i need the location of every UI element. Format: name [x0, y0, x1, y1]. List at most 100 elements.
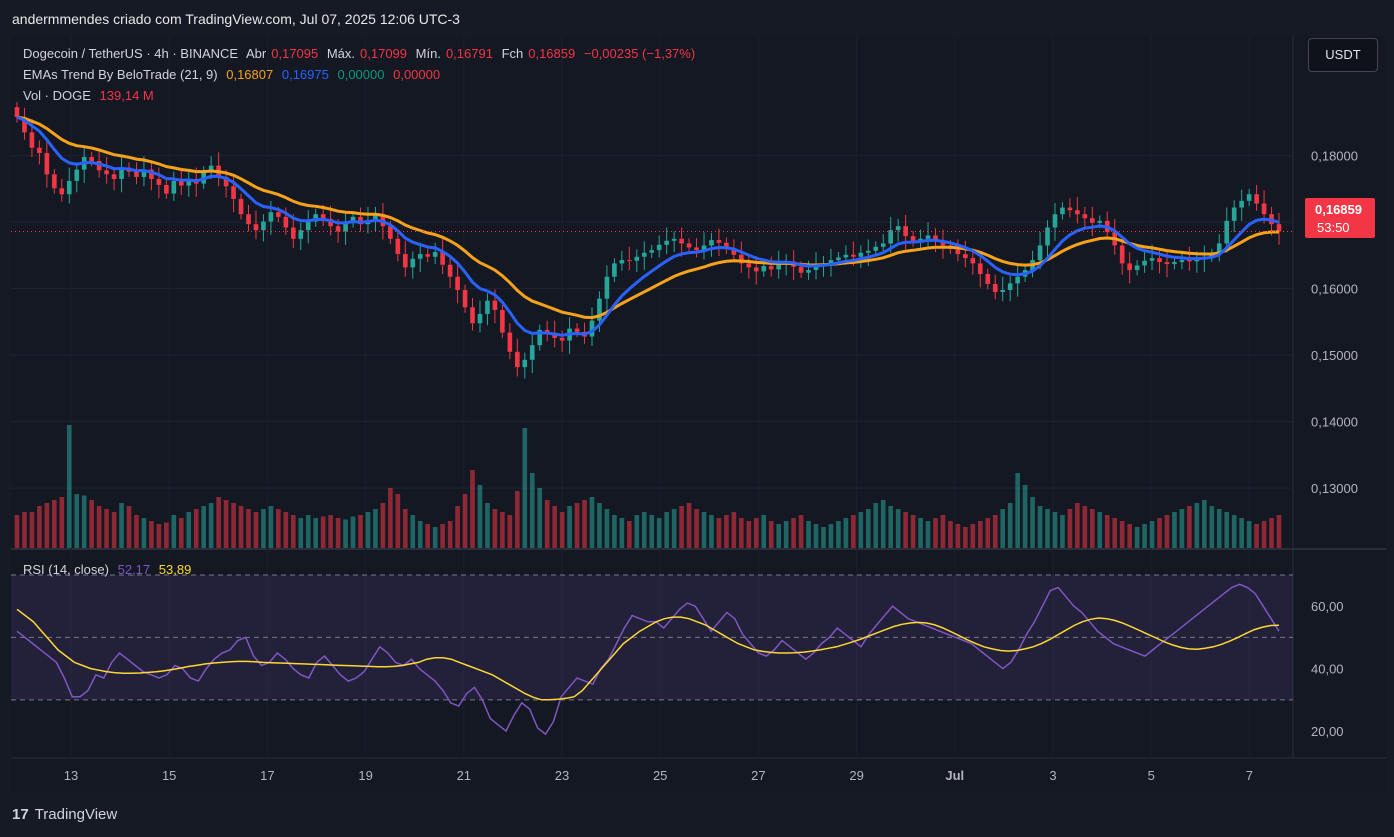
volume-bar	[1030, 497, 1035, 548]
volume-bar	[903, 512, 908, 548]
volume-bar	[612, 515, 617, 548]
volume-bar	[567, 506, 572, 548]
candle-body	[664, 240, 669, 245]
candle-body	[522, 359, 528, 368]
candle-body	[492, 300, 498, 310]
price-tick-label: 0,16000	[1311, 282, 1358, 297]
candle-body	[500, 309, 505, 333]
candle-body	[1075, 210, 1080, 215]
volume-bar	[276, 509, 281, 548]
volume-bar	[470, 470, 475, 548]
rsi-line	[16, 583, 1280, 736]
volume-bar	[1112, 518, 1118, 548]
candle-body	[679, 238, 684, 244]
candle-body	[597, 298, 602, 321]
candle-body	[477, 313, 483, 324]
rsi-tick-label: 20,00	[1311, 724, 1344, 739]
candle-body	[59, 188, 65, 195]
volume-bar	[925, 521, 931, 548]
candle-body	[1216, 243, 1222, 255]
candle-body	[1164, 262, 1170, 265]
volume-bar	[634, 515, 640, 548]
volume-bar	[880, 500, 886, 548]
candle-body	[843, 254, 849, 258]
candle-body	[656, 244, 662, 251]
volume-bar	[1149, 521, 1155, 548]
candle-body	[1015, 276, 1020, 284]
chart-canvas[interactable]: 0,180000,170000,160000,150000,140000,130…	[11, 36, 1386, 792]
ema-value-1: 0,16807	[226, 67, 274, 82]
candle-body	[14, 107, 20, 118]
ema-indicator-label[interactable]: EMAs Trend By BeloTrade (21, 9)	[23, 67, 218, 82]
time-tick-label: 25	[653, 768, 667, 783]
volume-bar	[1276, 515, 1282, 548]
volume-bar	[328, 515, 333, 548]
volume-bar	[724, 515, 729, 548]
candle-body	[425, 254, 431, 257]
footer-brand[interactable]: 17 TradingView	[12, 806, 117, 823]
candle-body	[627, 260, 632, 262]
candle-body	[1261, 203, 1267, 215]
candle-body	[22, 117, 27, 133]
candle-body	[111, 174, 117, 179]
currency-button[interactable]: USDT	[1308, 38, 1378, 72]
volume-bar	[806, 521, 811, 548]
candle-body	[238, 198, 244, 215]
candle-body	[701, 245, 707, 251]
candle-body	[694, 247, 699, 251]
time-tick-label: 23	[555, 768, 569, 783]
rsi-indicator-label[interactable]: RSI (14, close)	[23, 562, 109, 577]
candle-body	[417, 254, 423, 259]
candle-body	[52, 174, 57, 189]
candle-body	[171, 180, 177, 194]
volume-bar	[104, 509, 109, 548]
volume-bar	[895, 509, 901, 548]
volume-bar	[1127, 524, 1132, 548]
volume-bar	[753, 518, 759, 548]
price-tick-label: 0,13000	[1311, 481, 1358, 496]
volume-bar	[223, 500, 229, 548]
volume-indicator-label[interactable]: Vol · DOGE	[23, 88, 91, 103]
volume-bar	[1172, 512, 1177, 548]
volume-bar	[29, 512, 35, 548]
volume-bar	[559, 512, 565, 548]
candle-body	[208, 165, 214, 172]
candle-body	[1142, 260, 1147, 266]
time-tick-label: 5	[1148, 768, 1155, 783]
candle-body	[865, 250, 871, 253]
candle-body	[410, 258, 416, 268]
rsi-tick-label: 40,00	[1311, 662, 1344, 677]
volume-bar	[1157, 518, 1162, 548]
ema-value-3: 0,00000	[337, 67, 385, 82]
candle-body	[671, 238, 677, 241]
candle-body	[343, 222, 348, 232]
candle-body	[447, 264, 453, 277]
volume-bar	[22, 512, 27, 548]
candle-body	[1060, 207, 1065, 215]
volume-bar	[694, 509, 699, 548]
volume-bar	[798, 515, 804, 548]
time-tick-label: Jul	[945, 768, 964, 783]
candle-body	[373, 214, 378, 221]
volume-bar	[156, 524, 162, 548]
rsi-tick-label: 60,00	[1311, 599, 1344, 614]
symbol-title[interactable]: Dogecoin / TetherUS · 4h · BINANCE	[23, 46, 239, 61]
candle-body	[1179, 260, 1185, 263]
volume-bar	[425, 524, 431, 548]
candle-body	[231, 186, 236, 199]
time-tick-label: 19	[358, 768, 372, 783]
volume-bar	[1082, 506, 1088, 548]
volume-bar	[66, 425, 72, 548]
volume-bar	[313, 518, 319, 548]
close-value: 0,16859	[528, 46, 576, 61]
candle-body	[253, 224, 259, 231]
candle-body	[96, 161, 102, 171]
chart-frame[interactable]: 0,180000,170000,160000,150000,140000,130…	[11, 36, 1386, 792]
rsi-legend: RSI (14, close) 52,17 53,89	[23, 562, 196, 577]
candle-body	[970, 258, 976, 264]
attribution-text: andermmendes criado com TradingView.com,…	[12, 11, 460, 27]
volume-bar	[1231, 515, 1237, 548]
candle-body	[44, 153, 50, 175]
volume-bar	[574, 503, 580, 548]
volume-bar	[985, 518, 991, 548]
